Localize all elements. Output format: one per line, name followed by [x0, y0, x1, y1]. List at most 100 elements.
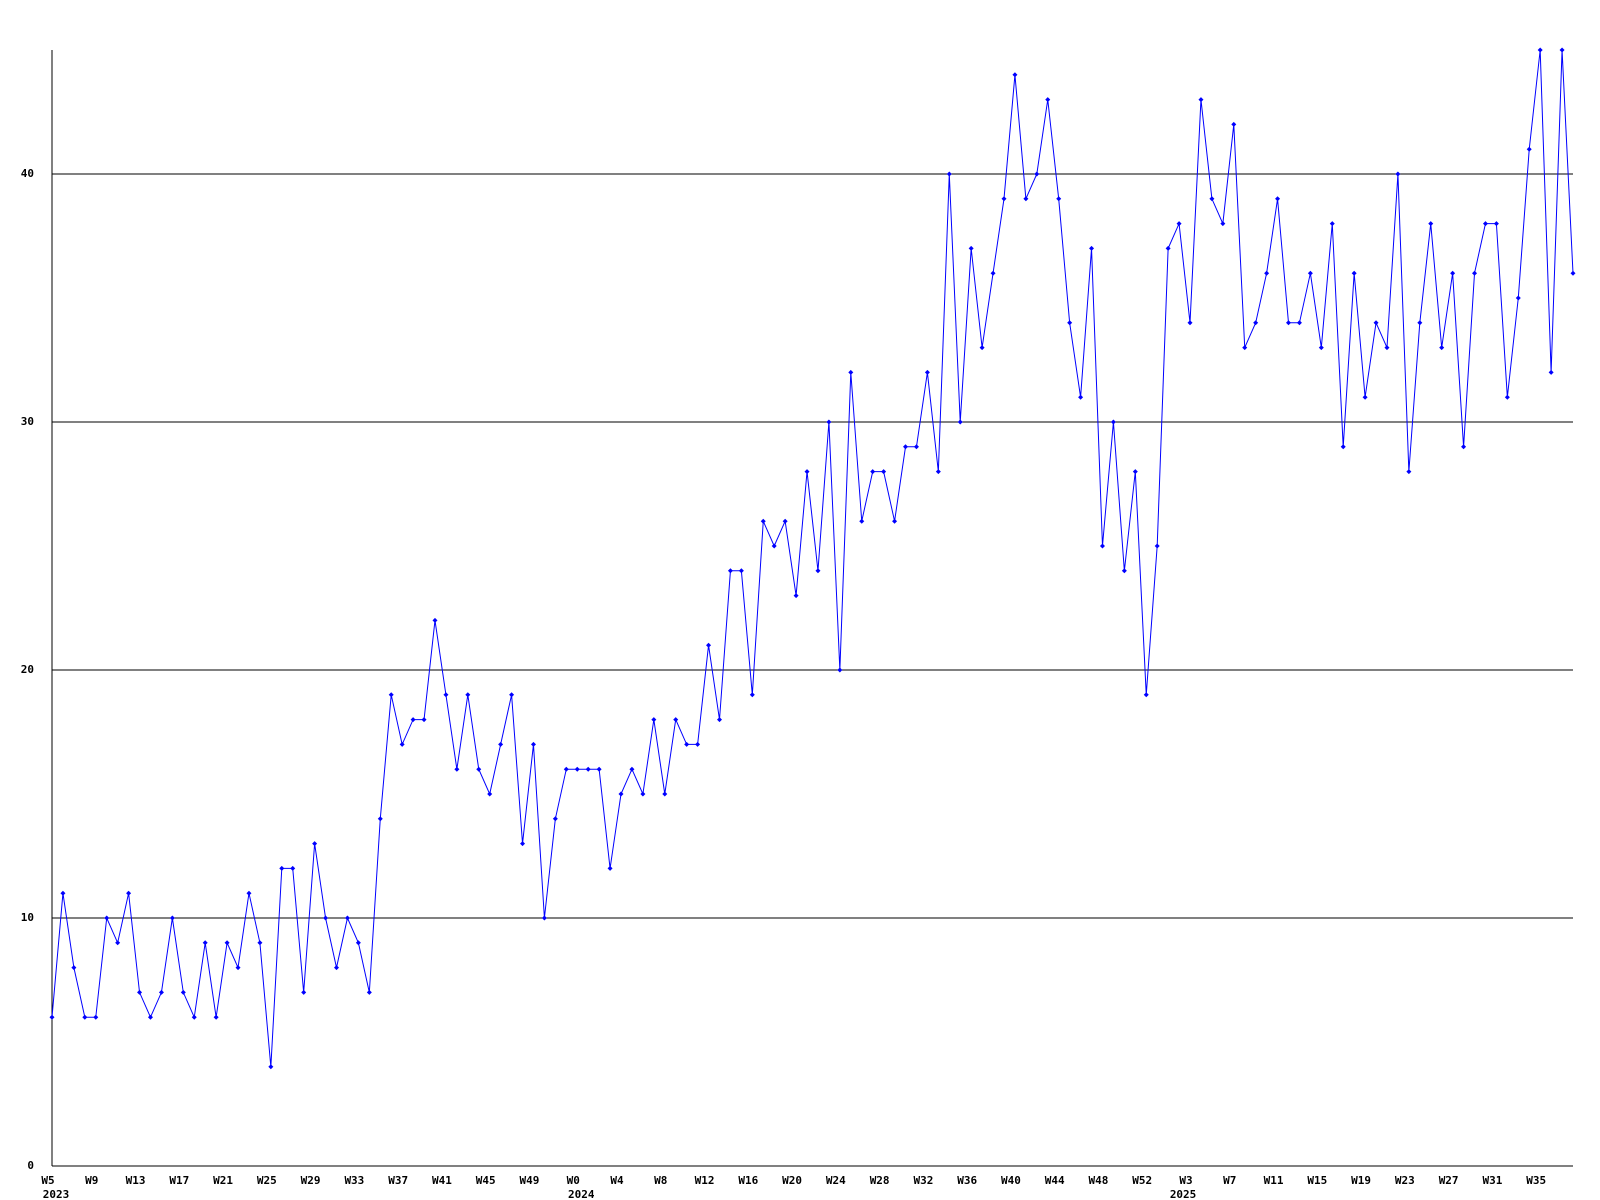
data-point: [268, 1064, 274, 1070]
x-tick-label: W11: [1264, 1174, 1284, 1187]
data-point: [487, 791, 493, 797]
data-point: [1056, 196, 1062, 202]
data-point: [1515, 295, 1521, 301]
x-tick-label: W20: [782, 1174, 802, 1187]
data-point: [1078, 394, 1084, 400]
data-point: [530, 741, 536, 747]
data-point: [246, 890, 252, 896]
data-point: [115, 940, 121, 946]
x-tick-label: W32: [913, 1174, 933, 1187]
data-point: [1395, 171, 1401, 177]
data-point: [1493, 221, 1499, 227]
data-point: [892, 518, 898, 524]
x-tick-label: W13: [126, 1174, 146, 1187]
data-point: [1482, 221, 1488, 227]
data-point: [1275, 196, 1281, 202]
data-point: [60, 890, 66, 896]
x-tick-label: W3: [1179, 1174, 1192, 1187]
data-point: [1143, 692, 1149, 698]
x-tick-label: W0: [567, 1174, 580, 1187]
x-tick-label: W52: [1132, 1174, 1152, 1187]
data-point: [1472, 270, 1478, 276]
data-point: [695, 741, 701, 747]
data-point: [443, 692, 449, 698]
data-point: [618, 791, 624, 797]
year-label: 2023: [43, 1188, 70, 1200]
data-point: [257, 940, 263, 946]
data-point: [1132, 469, 1138, 475]
x-tick-label: W9: [85, 1174, 98, 1187]
data-point: [1340, 444, 1346, 450]
y-tick-label: 10: [21, 911, 34, 924]
data-point: [881, 469, 887, 475]
data-point: [366, 989, 372, 995]
y-tick-label: 30: [21, 415, 34, 428]
data-point: [1023, 196, 1029, 202]
data-point: [738, 568, 744, 574]
data-point: [1045, 97, 1051, 103]
x-tick-label: W33: [344, 1174, 364, 1187]
data-point: [1264, 270, 1270, 276]
data-point: [946, 171, 952, 177]
x-tick-label: W36: [957, 1174, 977, 1187]
data-point: [1406, 469, 1412, 475]
data-point: [377, 816, 383, 822]
data-point: [1417, 320, 1423, 326]
data-point: [629, 766, 635, 772]
data-point: [1099, 543, 1105, 549]
data-point: [1526, 146, 1532, 152]
data-point: [1537, 47, 1543, 53]
data-point: [1559, 47, 1565, 53]
data-point: [640, 791, 646, 797]
x-tick-label: W21: [213, 1174, 233, 1187]
data-point: [421, 717, 427, 723]
data-point: [1165, 245, 1171, 251]
x-tick-label: W37: [388, 1174, 408, 1187]
x-tick-label: W4: [610, 1174, 624, 1187]
data-point: [213, 1014, 219, 1020]
y-tick-label: 40: [21, 167, 34, 180]
data-point: [191, 1014, 197, 1020]
data-point: [870, 469, 876, 475]
x-tick-label: W40: [1001, 1174, 1021, 1187]
x-tick-label: W48: [1089, 1174, 1109, 1187]
data-point: [1318, 345, 1324, 351]
y-tick-label: 20: [21, 663, 34, 676]
data-point: [837, 667, 843, 673]
data-point: [990, 270, 996, 276]
x-tick-label: W44: [1045, 1174, 1065, 1187]
x-tick-label: W41: [432, 1174, 452, 1187]
data-point: [848, 369, 854, 375]
data-point: [224, 940, 230, 946]
data-point: [1384, 345, 1390, 351]
x-tick-label: W23: [1395, 1174, 1415, 1187]
data-point: [859, 518, 865, 524]
data-point: [432, 617, 438, 623]
data-point: [913, 444, 919, 450]
data-point: [760, 518, 766, 524]
data-point: [1439, 345, 1445, 351]
data-point: [235, 965, 241, 971]
x-tick-label: W5: [41, 1174, 54, 1187]
x-tick-label: W31: [1482, 1174, 1502, 1187]
x-tick-label: W8: [654, 1174, 667, 1187]
data-point: [771, 543, 777, 549]
x-tick-label: W19: [1351, 1174, 1371, 1187]
data-point: [1231, 121, 1237, 127]
data-point: [727, 568, 733, 574]
data-point: [476, 766, 482, 772]
data-point: [355, 940, 361, 946]
data-point: [202, 940, 208, 946]
x-tick-label: W29: [301, 1174, 321, 1187]
x-tick-label: W28: [870, 1174, 890, 1187]
data-point: [71, 965, 77, 971]
data-point: [1329, 221, 1335, 227]
data-point: [716, 717, 722, 723]
x-tick-label: W7: [1223, 1174, 1236, 1187]
data-point: [169, 915, 175, 921]
x-tick-label: W35: [1526, 1174, 1546, 1187]
data-point: [498, 741, 504, 747]
data-point: [596, 766, 602, 772]
data-line: [51, 49, 1574, 1067]
x-tick-label: W24: [826, 1174, 846, 1187]
